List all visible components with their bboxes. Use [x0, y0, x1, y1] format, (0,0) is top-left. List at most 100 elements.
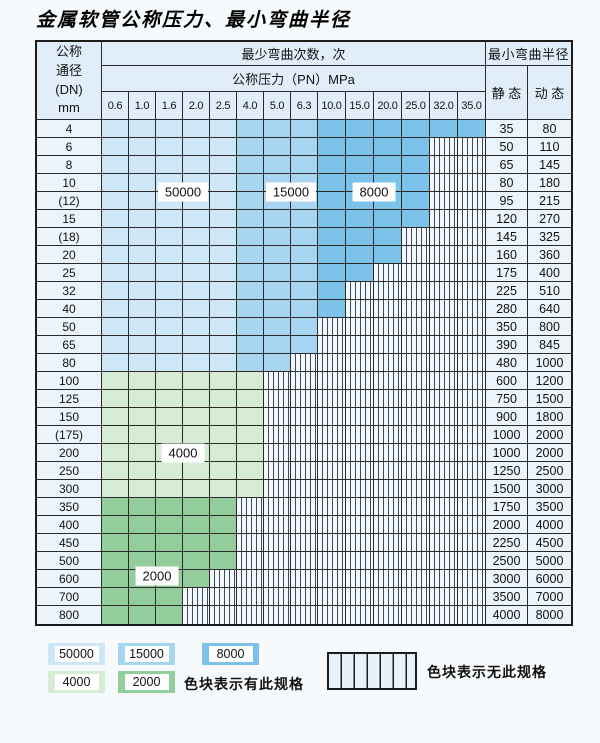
spec-cell: [210, 120, 237, 138]
spec-cell: [318, 228, 346, 246]
no-spec-cell: [402, 264, 430, 282]
no-spec-cell: [291, 372, 318, 390]
spec-cell: [102, 516, 129, 534]
spec-cell: [102, 480, 129, 498]
dn-cell: 450: [37, 534, 102, 552]
dn-cell: 300: [37, 480, 102, 498]
dn-cell: (175): [37, 426, 102, 444]
no-spec-cell: [346, 444, 374, 462]
no-spec-cell: [374, 606, 402, 624]
no-spec-cell: [237, 534, 264, 552]
spec-cell: [183, 282, 210, 300]
spec-cell: [129, 228, 156, 246]
spec-cell: [183, 570, 210, 588]
static-value: 145: [486, 228, 528, 246]
dynamic-value: 3000: [528, 480, 571, 498]
no-spec-cell: [318, 498, 346, 516]
no-spec-cell: [374, 408, 402, 426]
no-spec-cell: [318, 606, 346, 624]
no-spec-cell: [264, 480, 291, 498]
spec-cell: [156, 156, 183, 174]
no-spec-cell: [318, 588, 346, 606]
no-spec-cell: [402, 480, 430, 498]
dn-cell: 350: [37, 498, 102, 516]
dynamic-value: 1000: [528, 354, 571, 372]
dn-cell: 600: [37, 570, 102, 588]
spec-cell: [237, 156, 264, 174]
no-spec-cell: [458, 192, 486, 210]
spec-cell: [156, 390, 183, 408]
dn-cell: 65: [37, 336, 102, 354]
spec-cell: [102, 372, 129, 390]
no-spec-cell: [237, 588, 264, 606]
spec-cell: [374, 120, 402, 138]
spec-cell: [183, 534, 210, 552]
no-spec-cell: [402, 408, 430, 426]
no-spec-cell: [346, 516, 374, 534]
spec-cell: [129, 516, 156, 534]
no-spec-cell: [402, 372, 430, 390]
no-spec-cell: [430, 264, 458, 282]
dynamic-value: 1500: [528, 390, 571, 408]
no-spec-cell: [318, 426, 346, 444]
spec-cell: [129, 210, 156, 228]
no-spec-cell: [458, 570, 486, 588]
spec-cell: [374, 138, 402, 156]
spec-cell: [156, 138, 183, 156]
spec-cell: [291, 120, 318, 138]
spec-cell: [346, 138, 374, 156]
pressure-col-header: 4.0: [237, 92, 264, 120]
pressure-col-header: 35.0: [458, 92, 486, 120]
dn-cell: 150: [37, 408, 102, 426]
spec-cell: [237, 138, 264, 156]
spec-cell: [129, 246, 156, 264]
spec-cell: [291, 336, 318, 354]
spec-cell: [156, 606, 183, 624]
dn-cell: 40: [37, 300, 102, 318]
dn-cell: (12): [37, 192, 102, 210]
spec-cell: [129, 282, 156, 300]
spec-cell: [183, 372, 210, 390]
static-value: 175: [486, 264, 528, 282]
no-spec-cell: [318, 462, 346, 480]
no-spec-cell: [430, 228, 458, 246]
static-value: 1750: [486, 498, 528, 516]
spec-cell: [318, 246, 346, 264]
spec-cell: [102, 570, 129, 588]
no-spec-cell: [430, 174, 458, 192]
spec-cell: [318, 156, 346, 174]
spec-cell: [264, 336, 291, 354]
no-spec-cell: [264, 606, 291, 624]
pressure-col-header: 2.5: [210, 92, 237, 120]
no-spec-cell: [291, 408, 318, 426]
spec-cell: [346, 246, 374, 264]
no-spec-cell: [458, 336, 486, 354]
spec-cell: [291, 318, 318, 336]
spec-cell: [237, 462, 264, 480]
no-spec-cell: [402, 300, 430, 318]
dynamic-value: 5000: [528, 552, 571, 570]
no-spec-cell: [318, 372, 346, 390]
no-spec-cell: [374, 390, 402, 408]
spec-cell: [210, 534, 237, 552]
spec-cell: [102, 534, 129, 552]
no-spec-cell: [430, 354, 458, 372]
spec-cell: [156, 354, 183, 372]
static-value: 1000: [486, 444, 528, 462]
no-spec-cell: [458, 444, 486, 462]
spec-cell: [346, 264, 374, 282]
spec-cell: [374, 246, 402, 264]
spec-cell: [102, 282, 129, 300]
dynamic-value: 400: [528, 264, 571, 282]
no-spec-cell: [346, 318, 374, 336]
dn-cell: 15: [37, 210, 102, 228]
spec-cell: [102, 336, 129, 354]
no-spec-cell: [346, 480, 374, 498]
no-spec-cell: [458, 498, 486, 516]
no-spec-cell: [430, 462, 458, 480]
no-spec-cell: [458, 462, 486, 480]
spec-cell: [291, 300, 318, 318]
spec-cell: [129, 318, 156, 336]
spec-cell: [210, 246, 237, 264]
no-spec-cell: [458, 210, 486, 228]
